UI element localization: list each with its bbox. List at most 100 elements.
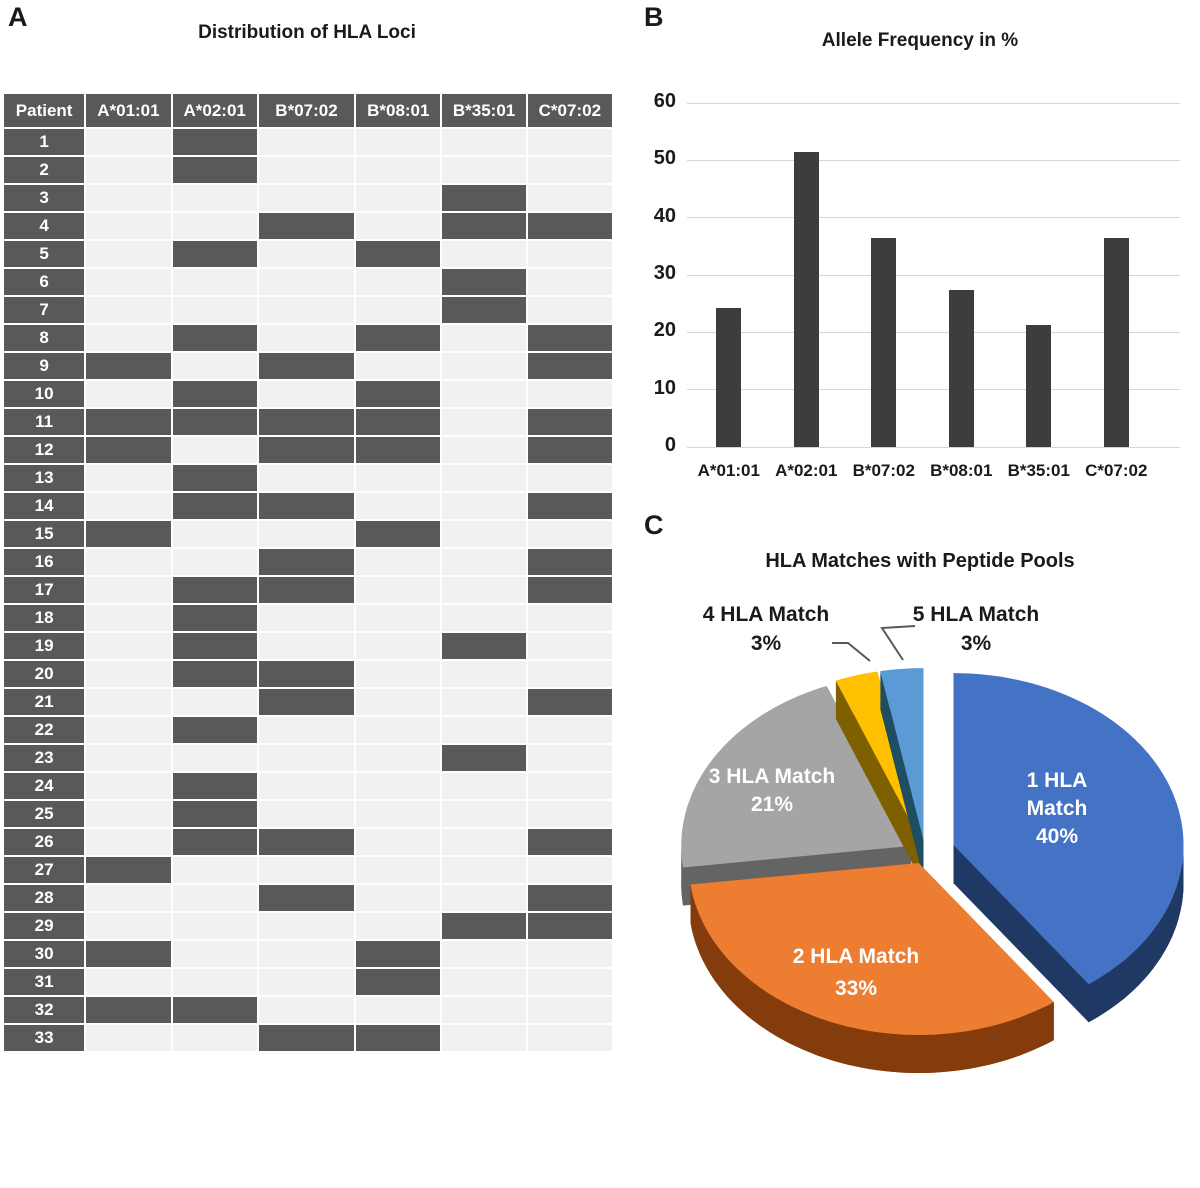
table-row: 13 [4,465,612,491]
allele-cell-empty [172,745,257,771]
patient-cell: 7 [4,297,85,323]
table-header-cell: C*07:02 [527,94,612,127]
allele-cell-filled [86,409,171,435]
table-row: 32 [4,997,612,1023]
allele-cell-empty [172,1025,257,1051]
allele-cell-empty [527,801,612,827]
allele-cell-filled [86,353,171,379]
allele-cell-empty [442,941,526,967]
allele-cell-filled [527,549,612,575]
allele-cell-empty [258,269,355,295]
table-row: 6 [4,269,612,295]
allele-cell-empty [258,157,355,183]
table-row: 24 [4,773,612,799]
allele-cell-filled [172,633,257,659]
patient-cell: 13 [4,465,85,491]
allele-cell-empty [86,717,171,743]
allele-cell-empty [527,605,612,631]
allele-cell-filled [527,913,612,939]
allele-cell-filled [356,381,441,407]
allele-cell-empty [86,325,171,351]
allele-cell-empty [442,465,526,491]
allele-cell-filled [172,493,257,519]
patient-cell: 26 [4,829,85,855]
pie-slice-1-hla-match [953,673,1184,985]
allele-cell-filled [258,353,355,379]
allele-cell-empty [527,969,612,995]
gridline [687,274,1180,276]
patient-cell: 23 [4,745,85,771]
allele-cell-empty [442,605,526,631]
allele-cell-empty [258,521,355,547]
allele-cell-filled [172,577,257,603]
gridline [687,159,1180,161]
allele-cell-empty [86,157,171,183]
allele-cell-filled [172,325,257,351]
allele-cell-empty [527,241,612,267]
allele-cell-filled [86,521,171,547]
pie-chart: 1 HLA Match 40% 2 HLA Match 33% 3 HLA Match 21… [681,603,1184,1073]
allele-cell-empty [527,661,612,687]
allele-cell-empty [527,185,612,211]
allele-cell-empty [527,269,612,295]
allele-cell-empty [258,297,355,323]
table-row: 29 [4,913,612,939]
gridline [687,217,1180,219]
patient-cell: 25 [4,801,85,827]
pie-label-5-hla-match: 5 HLA Match 3% [913,603,1039,655]
allele-cell-filled [258,1025,355,1051]
pie-slice-wall-4-hla-match [835,680,921,879]
allele-cell-empty [356,801,441,827]
patient-cell: 29 [4,913,85,939]
patient-cell: 4 [4,213,85,239]
table-header-cell: B*08:01 [356,94,441,127]
allele-cell-filled [356,521,441,547]
allele-cell-filled [258,549,355,575]
allele-cell-filled [356,1025,441,1051]
allele-cell-empty [356,689,441,715]
panel-c-label: C [644,510,664,540]
allele-cell-empty [442,381,526,407]
table-header-cell: A*01:01 [86,94,171,127]
table-row: 2 [4,157,612,183]
allele-cell-empty [86,465,171,491]
allele-cell-empty [172,969,257,995]
table-row: 26 [4,829,612,855]
allele-cell-empty [356,857,441,883]
table-row: 5 [4,241,612,267]
allele-cell-empty [356,185,441,211]
pie-slice-5-hla-match [880,668,924,841]
allele-cell-empty [86,829,171,855]
pie-slice-rim-3-hla-match [681,845,683,906]
panel-b-title: Allele Frequency in % [821,30,1019,51]
x-axis-tick-label: B*07:02 [852,461,915,480]
patient-cell: 9 [4,353,85,379]
allele-cell-empty [442,353,526,379]
pie-slice-rim-2-hla-match [690,884,1054,1073]
allele-cell-filled [172,157,257,183]
allele-cell-filled [172,997,257,1023]
allele-cell-empty [172,521,257,547]
allele-cell-empty [442,969,526,995]
table-row: 31 [4,969,612,995]
allele-cell-filled [527,493,612,519]
allele-cell-filled [172,801,257,827]
table-row: 27 [4,857,612,883]
allele-cell-filled [258,437,355,463]
pie-leader-line [832,642,871,662]
allele-cell-filled [258,661,355,687]
allele-cell-empty [356,913,441,939]
allele-cell-empty [86,913,171,939]
allele-cell-empty [356,213,441,239]
table-row: 18 [4,605,612,631]
pie-slice-4-hla-match [835,671,921,841]
allele-cell-empty [258,381,355,407]
patient-cell: 31 [4,969,85,995]
allele-cell-empty [86,801,171,827]
allele-cell-filled [442,745,526,771]
allele-cell-filled [172,465,257,491]
allele-cell-empty [527,1025,612,1051]
allele-cell-empty [86,689,171,715]
patient-cell: 3 [4,185,85,211]
allele-cell-empty [258,941,355,967]
